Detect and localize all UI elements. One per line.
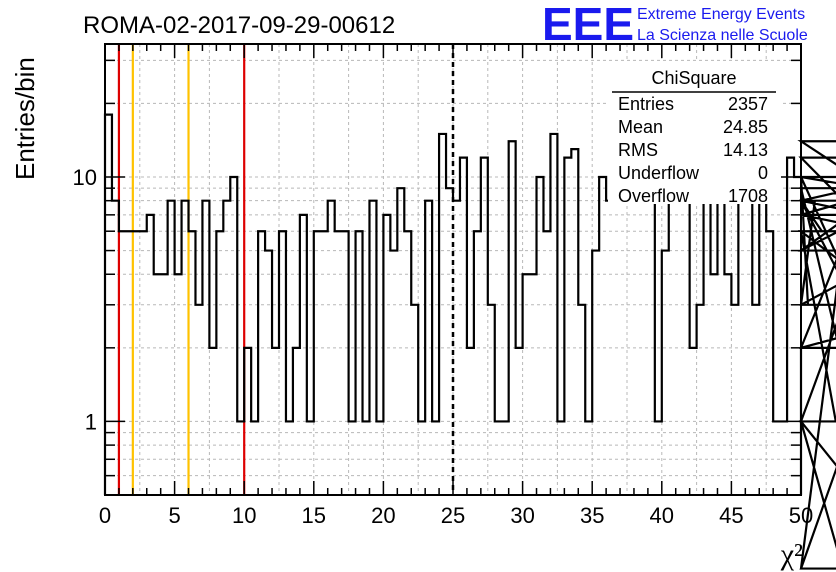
y-axis-label: Entries/bin — [10, 57, 40, 180]
x-tick-label: 35 — [580, 503, 604, 528]
stats-label: RMS — [618, 140, 658, 160]
chart-title: ROMA-02-2017-09-29-00612 — [83, 12, 395, 39]
y-tick-label: 10 — [73, 165, 97, 190]
x-tick-label: 30 — [510, 503, 534, 528]
x-tick-label: 5 — [168, 503, 180, 528]
stats-value: 24.85 — [723, 117, 768, 137]
x-tick-label: 10 — [232, 503, 256, 528]
stats-value: 1708 — [728, 186, 768, 206]
logo-line-1: Extreme Energy Events — [637, 6, 805, 23]
logo-line-2: La Scienza nelle Scuole — [637, 27, 808, 44]
stats-value: 0 — [758, 163, 768, 183]
x-tick-label: 25 — [441, 503, 465, 528]
x-tick-label: 50 — [789, 503, 813, 528]
histogram-series — [103, 113, 836, 570]
x-tick-label: 45 — [719, 503, 743, 528]
stats-label: Entries — [618, 94, 674, 114]
tick-labels: 0 5 10 15 20 25 30 35 40 45 50 1 10 — [73, 165, 814, 528]
stats-value: 2357 — [728, 94, 768, 114]
axis-ticks — [104, 44, 802, 495]
x-tick-label: 40 — [650, 503, 674, 528]
stats-box: ChiSquare Entries 2357 Mean 24.85 RMS 14.13 Un… — [608, 62, 780, 206]
x-tick-label: 20 — [371, 503, 395, 528]
stats-label: Overflow — [618, 186, 690, 206]
stats-label: Underflow — [618, 163, 700, 183]
x-tick-label: 0 — [99, 503, 111, 528]
x-tick-label: 15 — [302, 503, 326, 528]
threshold-markers — [117, 44, 455, 495]
y-tick-label: 1 — [85, 409, 97, 434]
stats-label: Mean — [618, 117, 663, 137]
eee-logo: EEE Extreme Energy Events La Scienza nel… — [542, 0, 808, 50]
stats-box-title: ChiSquare — [651, 68, 736, 88]
stats-value: 14.13 — [723, 140, 768, 160]
x-axis-label: χ² — [780, 538, 803, 571]
eee-logo-mark: EEE — [542, 0, 634, 50]
